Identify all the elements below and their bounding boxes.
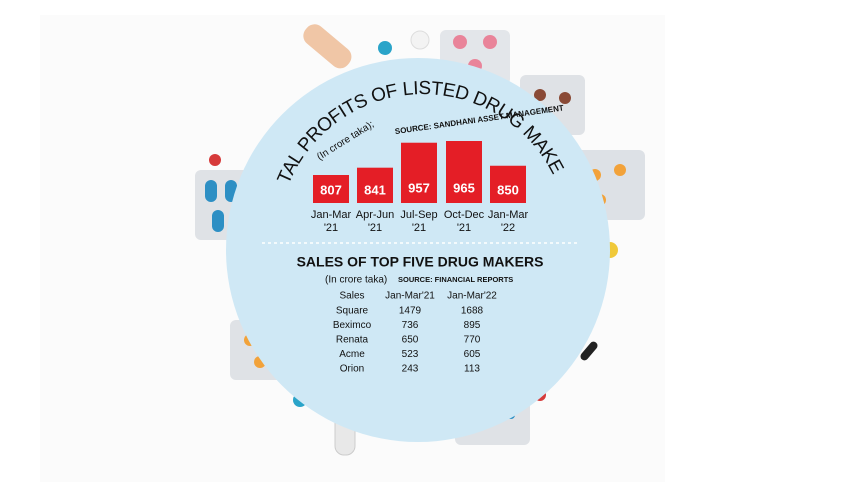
x-tick-label: Jul-Sep '21 [400,209,438,234]
table: Sales Jan-Mar'21 Jan-Mar'22 Square 1479 1688 B… [333,291,497,375]
table-header: Jan-Mar'21 [385,291,435,302]
table-cell: 113 [464,364,480,375]
table-cell: 650 [402,335,419,346]
table-cell: 1688 [461,306,484,317]
bar-value-label: 850 [497,182,519,197]
table-unit: (In crore taka) [325,275,387,286]
bar-value-label: 841 [364,182,386,197]
table-cell: 1479 [399,306,422,317]
table-cell: 736 [402,320,419,331]
table-header: Jan-Mar'22 [447,291,497,302]
bar-value-label: 957 [408,180,430,195]
x-tick-label: Jan-Mar '21 [310,209,352,234]
table-cell: Orion [340,364,364,375]
x-tick-label: Oct-Dec '21 [443,209,485,234]
table-header: Sales [339,291,364,302]
bar [401,142,437,203]
table-cell: 770 [464,335,481,346]
table-cell: Acme [339,349,365,360]
bar-value-label: 807 [320,182,342,197]
table-cell: 605 [464,349,481,360]
bar [490,165,526,203]
table-cell: 523 [402,349,419,360]
table-title: SALES OF TOP FIVE DRUG MAKERS [297,254,544,270]
table-cell: Beximco [333,320,372,331]
table-cell: Renata [336,335,369,346]
x-tick-label: Apr-Jun '21 [355,209,395,234]
x-tick-label: Jan-Mar '22 [487,209,529,234]
table-cell: Square [336,306,369,317]
bar [357,167,393,203]
bar [446,141,482,203]
circle-background [226,58,610,442]
bar [313,175,349,203]
table-source: SOURCE: FINANCIAL REPORTS [398,275,513,284]
table-cell: 243 [402,364,419,375]
bar-value-label: 965 [453,180,475,195]
table-cell: 895 [464,320,481,331]
